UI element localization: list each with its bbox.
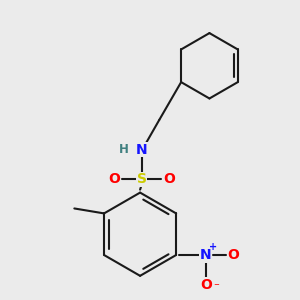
Text: O: O <box>228 248 239 262</box>
Text: O: O <box>200 278 212 292</box>
Text: O: O <box>108 172 120 186</box>
Text: S: S <box>136 172 146 186</box>
Text: O: O <box>163 172 175 186</box>
Text: N: N <box>200 248 212 262</box>
Text: ⁻: ⁻ <box>213 282 219 292</box>
Text: H: H <box>119 143 129 156</box>
Text: N: N <box>136 142 147 157</box>
Text: +: + <box>209 242 217 252</box>
